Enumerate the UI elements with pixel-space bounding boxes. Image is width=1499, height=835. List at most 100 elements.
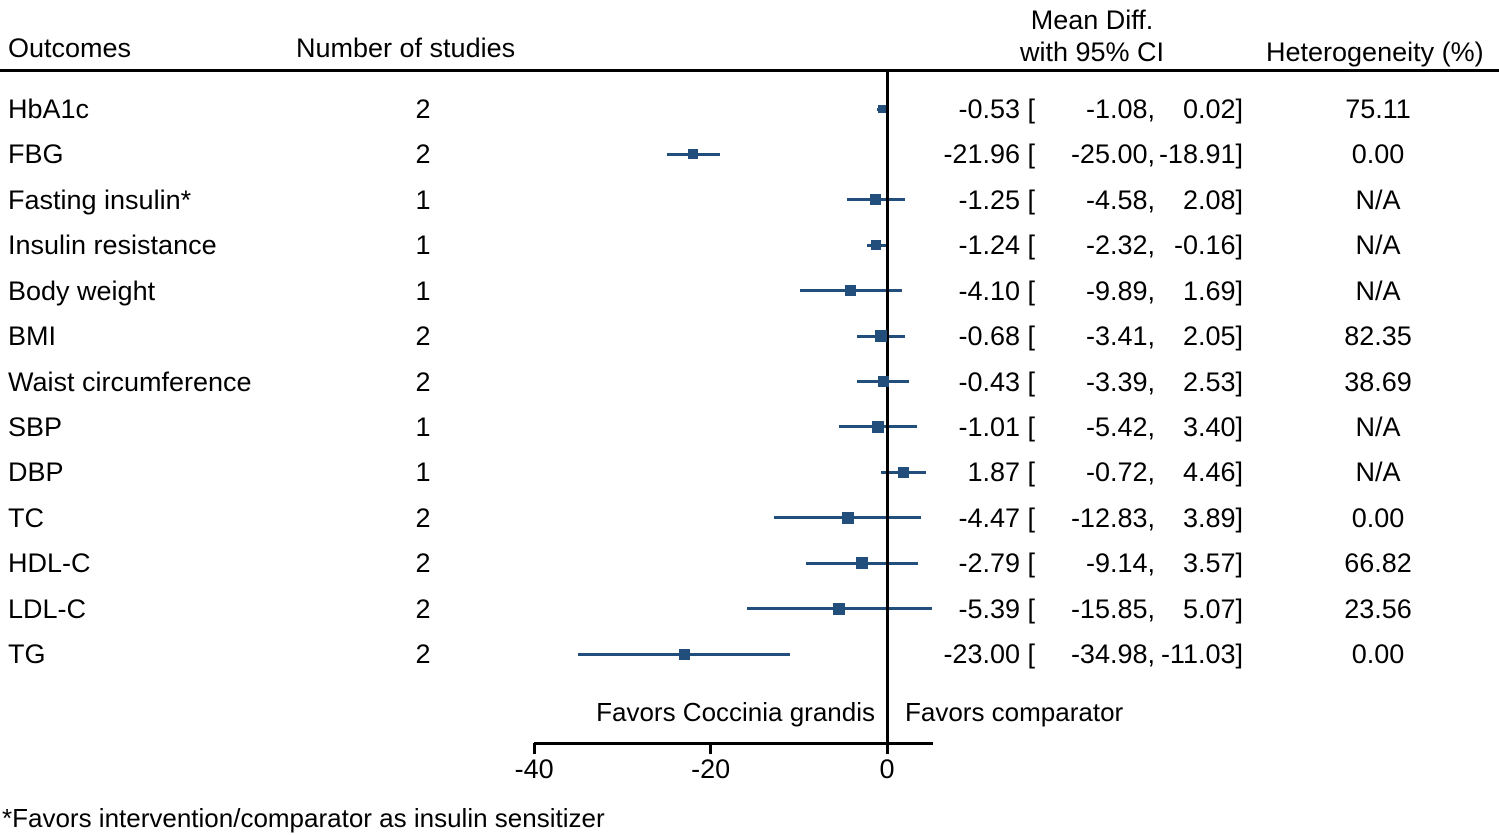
heterogeneity-value: N/A: [1355, 184, 1401, 215]
outcome-label: TC: [8, 502, 44, 533]
heterogeneity-value: 0.00: [1351, 639, 1405, 670]
favors-right-label: Favors comparator: [905, 697, 1124, 727]
effect-estimate-text: -2.79 [: [958, 548, 1035, 579]
x-axis-tick-label: 0: [879, 754, 895, 784]
outcome-label: Waist circumference: [8, 366, 252, 397]
heterogeneity-value: N/A: [1355, 411, 1401, 442]
outcome-label: BMI: [8, 321, 57, 352]
number-of-studies-value: 2: [415, 548, 431, 579]
point-estimate-marker: [877, 376, 889, 388]
forest-row: TC 2 -4.47 [ -12.83, 3.89] 0.00: [0, 496, 1499, 540]
effect-estimate-text: -0.43 [: [958, 366, 1035, 397]
heterogeneity-value: 0.00: [1351, 139, 1405, 170]
heterogeneity-value: 23.56: [1344, 593, 1412, 624]
outcome-label: HDL-C: [8, 548, 91, 579]
ci-upper-text: 1.69]: [1182, 275, 1243, 306]
point-estimate-marker: [841, 511, 854, 524]
forest-row: SBP 1 -1.01 [-5.42, 3.40] N/A: [0, 405, 1499, 449]
effect-estimate-text: -1.25 [: [958, 184, 1035, 215]
outcome-label: Body weight: [8, 275, 156, 306]
x-axis-tick: [709, 743, 713, 754]
ci-upper-text: 4.46]: [1182, 457, 1243, 488]
forest-row: HbA1c 2 -0.53 [-1.08, 0.02] 75.11: [0, 87, 1499, 131]
forest-row: BMI 2 -0.68 [-3.41, 2.05] 82.35: [0, 314, 1499, 358]
number-of-studies-value: 1: [415, 411, 431, 442]
x-axis-tick: [532, 743, 536, 754]
number-of-studies-value: 2: [415, 139, 431, 170]
number-of-studies-value: 2: [415, 366, 431, 397]
point-estimate-marker: [845, 285, 857, 297]
point-estimate-marker: [871, 240, 882, 251]
zero-reference-line: [885, 72, 889, 742]
number-of-studies-value: 2: [415, 502, 431, 533]
ci-lower-text: -4.58,: [1085, 184, 1155, 215]
ci-upper-text: 3.57]: [1182, 548, 1243, 579]
point-estimate-marker: [856, 557, 869, 570]
outcome-label: LDL-C: [8, 593, 87, 624]
ci-lower-text: -15.85,: [1070, 593, 1155, 624]
outcome-label: SBP: [8, 411, 63, 442]
outcome-label: DBP: [8, 457, 64, 488]
column-header-effect-line1: Mean Diff.: [1030, 5, 1154, 35]
ci-lower-text: -9.89,: [1085, 275, 1155, 306]
footnote: *Favors intervention/comparator as insul…: [2, 803, 605, 833]
effect-estimate-text: -23.00 [: [943, 639, 1035, 670]
effect-estimate-text: 1.87 [: [967, 457, 1035, 488]
ci-upper-text: 3.40]: [1182, 411, 1243, 442]
point-estimate-marker: [833, 602, 846, 615]
ci-lower-text: -3.39,: [1085, 366, 1155, 397]
heterogeneity-value: 38.69: [1344, 366, 1412, 397]
heterogeneity-value: N/A: [1355, 457, 1401, 488]
effect-estimate-text: -1.24 [: [958, 230, 1035, 261]
forest-row: FBG 2 -21.96 [-25.00, -18.91] 0.00: [0, 132, 1499, 176]
forest-row: LDL-C 2 -5.39 [-15.85, 5.07] 23.56: [0, 587, 1499, 631]
point-estimate-marker: [878, 105, 887, 113]
ci-lower-text: -5.42,: [1085, 411, 1155, 442]
number-of-studies-value: 1: [415, 184, 431, 215]
effect-estimate-text: -0.53 [: [958, 94, 1035, 124]
ci-lower-text: -1.08,: [1085, 94, 1155, 124]
effect-estimate-text: -5.39 [: [958, 593, 1035, 624]
effect-estimate-text: -21.96 [: [943, 139, 1035, 170]
heterogeneity-value: 0.00: [1351, 502, 1405, 533]
number-of-studies-value: 2: [415, 593, 431, 624]
outcome-label: FBG: [8, 139, 64, 170]
effect-estimate-text: -4.10 [: [958, 275, 1035, 306]
ci-lower-text: -25.00,: [1070, 139, 1155, 170]
point-estimate-marker: [872, 420, 885, 433]
favors-left-label: Favors Coccinia grandis: [596, 697, 875, 727]
point-estimate-marker: [688, 149, 699, 160]
column-header-effect-line2: with 95% CI: [1019, 37, 1165, 67]
ci-upper-text: -11.03]: [1160, 639, 1243, 670]
x-axis-tick: [885, 743, 889, 754]
ci-lower-text: -0.72,: [1085, 457, 1155, 488]
column-header-number-of-studies: Number of studies: [296, 33, 516, 63]
number-of-studies-value: 2: [415, 94, 431, 124]
heterogeneity-value: N/A: [1355, 230, 1401, 261]
forest-row: Insulin resistance 1 -1.24 [-2.32, -0.16] N/…: [0, 223, 1499, 267]
ci-upper-text: -0.16]: [1173, 230, 1243, 261]
ci-lower-text: -12.83,: [1070, 502, 1155, 533]
outcome-label: TG: [8, 639, 46, 670]
forest-row: Fasting insulin* 1 -1.25 [-4.58, 2.08] N/A: [0, 178, 1499, 222]
effect-estimate-text: -4.47 [: [958, 502, 1035, 533]
forest-row: HDL-C 2 -2.79 [-9.14, 3.57] 66.82: [0, 541, 1499, 585]
forest-row: DBP 1 1.87 [ -0.72, 4.46] N/A: [0, 450, 1499, 494]
number-of-studies-value: 1: [415, 457, 431, 488]
outcome-label: HbA1c: [8, 94, 90, 124]
point-estimate-marker: [870, 194, 882, 206]
column-header-outcomes: Outcomes: [8, 33, 132, 63]
ci-lower-text: -3.41,: [1085, 321, 1155, 352]
ci-upper-text: 3.89]: [1182, 502, 1243, 533]
forest-row: TG 2 -23.00 [-34.98, -11.03] 0.00: [0, 632, 1499, 676]
number-of-studies-value: 2: [415, 321, 431, 352]
x-axis-line: [534, 742, 933, 745]
ci-upper-text: 2.05]: [1182, 321, 1243, 352]
point-estimate-marker: [875, 330, 887, 343]
column-header-heterogeneity: Heterogeneity (%): [1266, 37, 1484, 67]
heterogeneity-value: 66.82: [1344, 548, 1412, 579]
heterogeneity-value: 75.11: [1345, 94, 1411, 124]
x-axis-tick-label: -40: [514, 754, 554, 784]
number-of-studies-value: 2: [415, 639, 431, 670]
